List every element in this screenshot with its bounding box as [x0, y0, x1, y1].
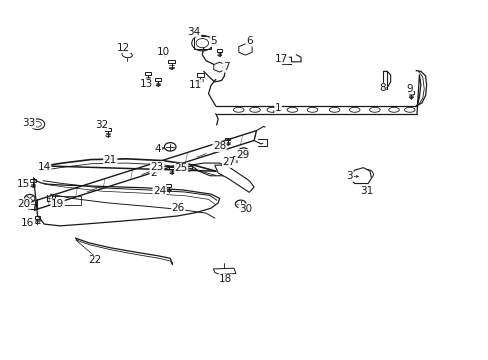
Text: 32: 32	[95, 120, 108, 130]
Ellipse shape	[266, 107, 277, 112]
Circle shape	[359, 170, 373, 179]
Polygon shape	[190, 163, 229, 176]
FancyBboxPatch shape	[30, 179, 36, 182]
Ellipse shape	[306, 107, 317, 112]
Ellipse shape	[233, 107, 244, 112]
Text: 22: 22	[88, 256, 102, 265]
Ellipse shape	[122, 52, 132, 58]
Text: 29: 29	[236, 150, 249, 159]
Text: 27: 27	[222, 157, 235, 167]
Ellipse shape	[404, 107, 414, 112]
Text: 1: 1	[274, 103, 281, 113]
FancyBboxPatch shape	[155, 78, 161, 81]
FancyBboxPatch shape	[166, 184, 171, 187]
FancyBboxPatch shape	[408, 91, 413, 94]
Text: 31: 31	[359, 186, 372, 196]
Text: 19: 19	[51, 199, 64, 209]
Text: 7: 7	[223, 62, 229, 72]
Text: 16: 16	[21, 218, 35, 228]
Text: 25: 25	[174, 163, 187, 174]
FancyBboxPatch shape	[105, 129, 111, 131]
Circle shape	[235, 200, 245, 208]
Text: 20: 20	[18, 199, 31, 209]
Ellipse shape	[286, 107, 297, 112]
Text: 13: 13	[140, 79, 153, 89]
Text: 17: 17	[275, 54, 288, 64]
Text: 23: 23	[150, 162, 163, 172]
Text: 33: 33	[22, 118, 36, 128]
Text: 14: 14	[38, 162, 51, 172]
Text: 12: 12	[117, 43, 130, 53]
Text: 11: 11	[188, 80, 202, 90]
Text: 9: 9	[406, 84, 412, 94]
Circle shape	[164, 143, 176, 151]
Ellipse shape	[328, 107, 339, 112]
Text: 34: 34	[187, 27, 201, 37]
Ellipse shape	[349, 107, 359, 112]
Ellipse shape	[388, 107, 399, 112]
FancyBboxPatch shape	[177, 200, 182, 202]
Text: 3: 3	[346, 171, 352, 181]
Text: 18: 18	[218, 274, 231, 284]
Text: 10: 10	[156, 47, 169, 57]
Text: 6: 6	[245, 36, 252, 46]
Polygon shape	[214, 165, 254, 192]
Text: 26: 26	[171, 203, 184, 212]
FancyBboxPatch shape	[232, 156, 237, 159]
Polygon shape	[350, 168, 371, 184]
FancyBboxPatch shape	[217, 49, 222, 51]
Text: 21: 21	[103, 154, 117, 165]
Text: 24: 24	[153, 186, 166, 195]
FancyBboxPatch shape	[35, 216, 41, 219]
FancyBboxPatch shape	[197, 73, 203, 77]
Ellipse shape	[249, 107, 260, 112]
FancyBboxPatch shape	[144, 72, 150, 75]
Text: 30: 30	[239, 204, 251, 214]
Polygon shape	[238, 44, 252, 55]
Text: 15: 15	[17, 179, 30, 189]
FancyBboxPatch shape	[168, 60, 175, 63]
Text: 4: 4	[155, 144, 161, 154]
Polygon shape	[213, 62, 225, 72]
Polygon shape	[34, 178, 219, 226]
Circle shape	[191, 35, 212, 51]
Circle shape	[24, 194, 35, 202]
FancyBboxPatch shape	[169, 167, 174, 169]
Circle shape	[30, 119, 44, 130]
FancyBboxPatch shape	[224, 138, 230, 140]
Text: 8: 8	[378, 83, 385, 93]
Circle shape	[183, 164, 192, 171]
Circle shape	[238, 148, 248, 156]
Ellipse shape	[369, 107, 379, 112]
Text: 5: 5	[210, 36, 216, 46]
Text: 2: 2	[150, 168, 157, 178]
Polygon shape	[213, 268, 235, 275]
Text: 28: 28	[212, 141, 226, 152]
